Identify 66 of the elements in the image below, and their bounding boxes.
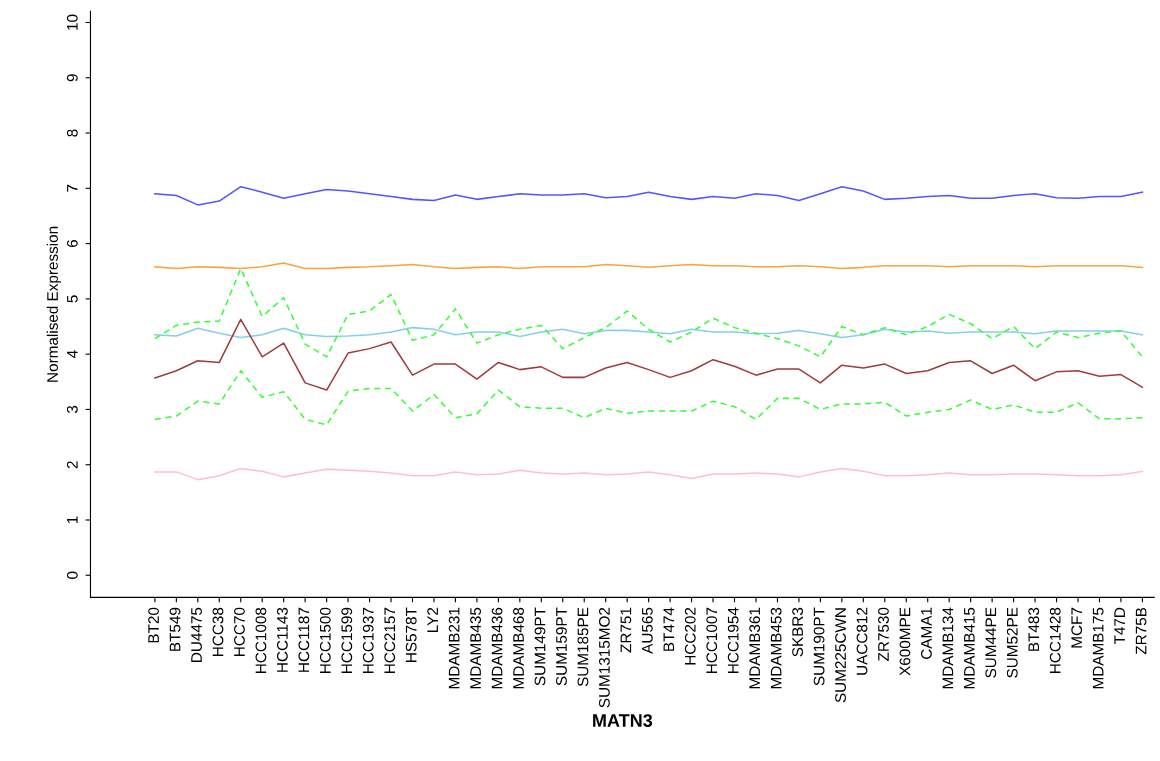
x-tick-label: HCC1143 (276, 607, 288, 672)
x-tick-label: LY2 (427, 607, 438, 632)
y-tick-label: 6 (66, 240, 78, 248)
x-tick-label: UACC812 (856, 607, 868, 675)
x-tick-label: SUM44PE (985, 607, 997, 678)
x-tick-label: SKBR3 (792, 607, 804, 657)
x-tick-label: SUM185PE (577, 607, 589, 687)
x-tick-label: SUM159PT (556, 607, 567, 686)
x-tick-label: MDAMB134 (942, 607, 954, 689)
y-tick-label: 0 (66, 571, 78, 579)
x-tick-label: HCC202 (684, 607, 696, 665)
x-tick-label: ZR751 (620, 607, 632, 653)
x-tick-label: HCC38 (212, 607, 224, 656)
x-tick-label: HCC1500 (319, 607, 331, 673)
x-tick-label: ZR7530 (878, 607, 889, 661)
x-tick-label: HCC1007 (706, 607, 718, 673)
y-tick-label: 8 (66, 129, 78, 137)
x-tick-label: BT483 (1028, 607, 1040, 651)
x-tick-label: MCF7 (1071, 607, 1083, 648)
line-series (154, 185, 1144, 206)
x-tick-label: AU565 (641, 607, 653, 654)
x-tick-label: SUM1315MO2 (598, 607, 610, 708)
y-tick-label: 10 (66, 14, 78, 30)
x-tick-label: SUM52PE (1006, 607, 1018, 678)
x-tick-label: MDAMB231 (448, 607, 460, 689)
x-tick-label: DU4475 (191, 607, 202, 662)
line-series (154, 369, 1144, 426)
x-tick-label: T47D (1114, 607, 1125, 645)
x-tick-label: MDAMB415 (964, 607, 975, 689)
x-tick-label: MDAMB435 (470, 607, 481, 689)
x-tick-label: SUM190PT (813, 607, 825, 686)
x-tick-label: HS578T (405, 607, 417, 662)
x-tick-label: MDAMB468 (513, 607, 524, 689)
x-tick-label: HCC1954 (727, 607, 739, 673)
line-series (154, 318, 1144, 391)
y-tick-label: 4 (67, 350, 78, 359)
y-tick-label: 7 (67, 184, 78, 192)
y-axis-title: Normalised Expression (46, 226, 61, 382)
line-series (154, 467, 1144, 481)
y-tick-label: 5 (67, 295, 78, 303)
x-tick-label: MDAMB453 (770, 607, 782, 689)
line-series (154, 267, 1144, 358)
x-tick-label: SUM149PT (534, 607, 546, 686)
x-tick-label: HCC1428 (1049, 607, 1061, 673)
x-tick-label: MDAMB175 (1092, 607, 1104, 689)
x-tick-label: ZR75B (1135, 607, 1147, 655)
x-tick-label: CAMA1 (921, 607, 932, 659)
x-tick-label: MDAMB436 (491, 607, 503, 689)
x-tick-label: MDAMB361 (749, 607, 761, 689)
x-tick-label: BT20 (148, 607, 159, 643)
x-tick-label: HCC1599 (341, 607, 353, 673)
x-tick-label: HCC1187 (298, 607, 310, 672)
line-series (154, 326, 1144, 339)
y-tick-label: 1 (67, 516, 78, 524)
x-tick-label: BT549 (169, 607, 181, 651)
x-tick-label: BT474 (663, 607, 675, 651)
x-tick-label: HCC1008 (255, 607, 267, 673)
x-tick-label: HCC2157 (384, 607, 396, 673)
x-tick-label: HCC70 (234, 607, 245, 656)
x-tick-label: X600MPE (899, 607, 911, 676)
y-tick-label: 2 (66, 461, 78, 469)
x-axis-title: MATN3 (593, 714, 653, 727)
y-tick-label: 3 (66, 405, 78, 414)
x-tick-label: SUM225CWN (835, 608, 846, 703)
y-tick-label: 9 (66, 74, 78, 82)
x-tick-label: HCC1937 (362, 607, 374, 673)
